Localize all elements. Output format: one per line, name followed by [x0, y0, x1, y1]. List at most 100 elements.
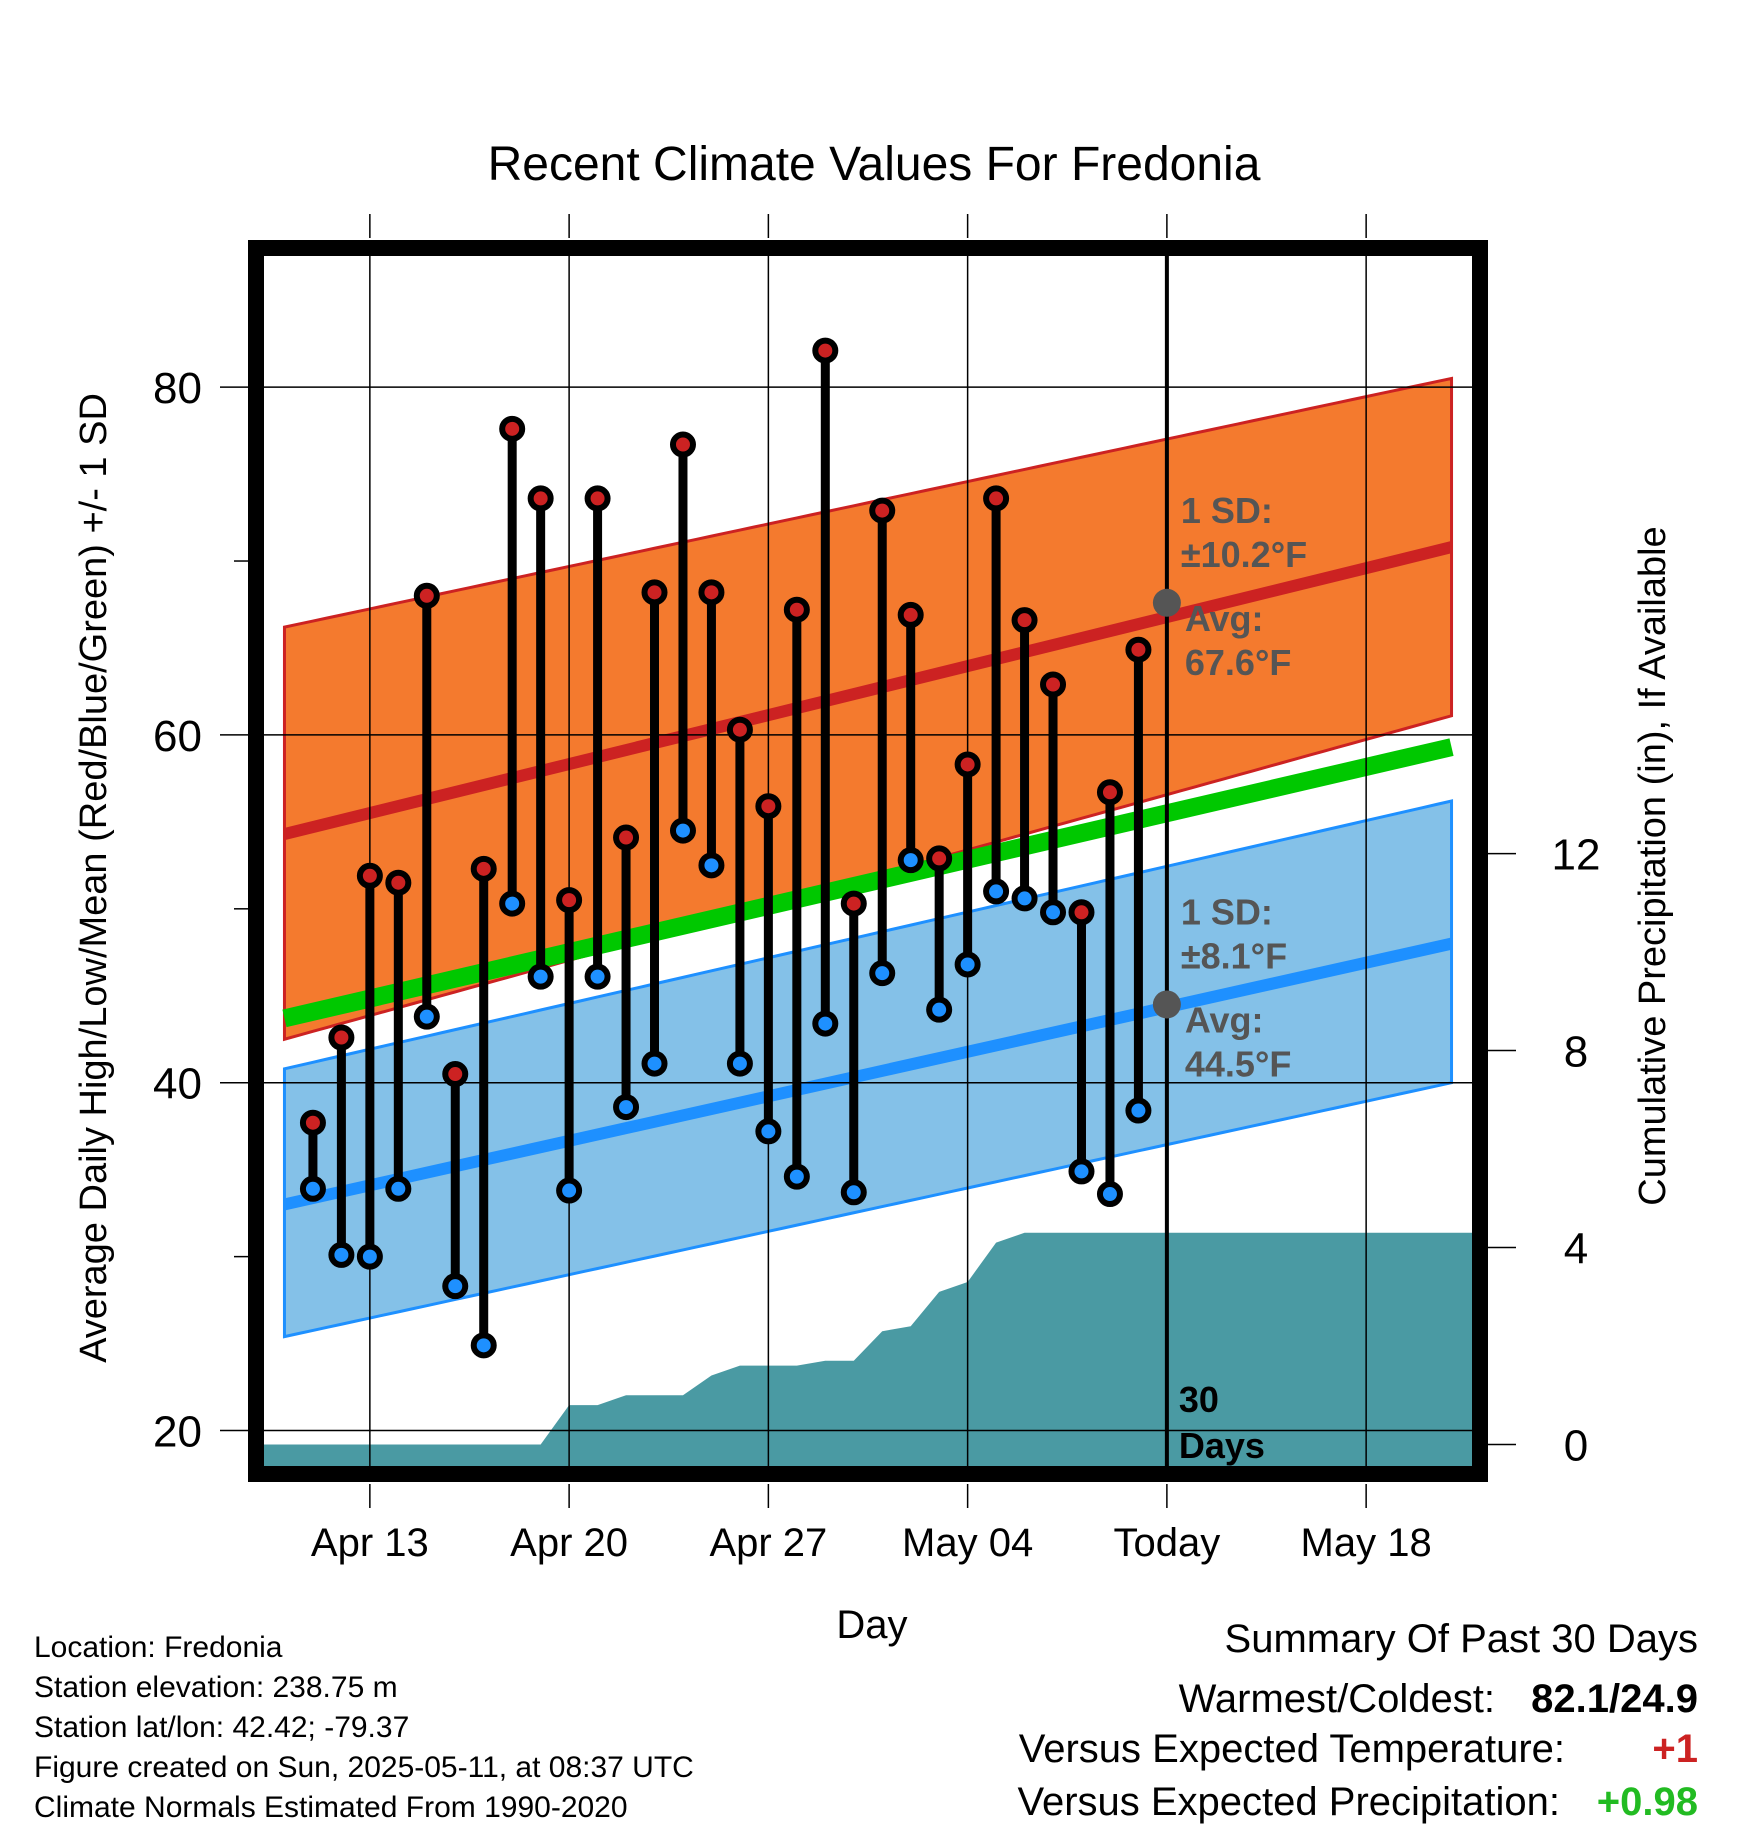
high-normal-mean-line [283, 541, 1453, 840]
daily-high-point [356, 862, 383, 889]
daily-high-point [385, 869, 412, 896]
daily-low-point [556, 1177, 583, 1204]
daily-high-point [926, 845, 953, 872]
daily-low-point [669, 817, 696, 844]
daily-low-point [584, 963, 611, 990]
daily-low-point [983, 878, 1010, 905]
daily-high-point [840, 890, 867, 917]
daily-high-point [698, 579, 725, 606]
daily-low-point [755, 1118, 782, 1145]
daily-low-point [1040, 899, 1067, 926]
summary-title: Summary Of Past 30 Days [1225, 1617, 1698, 1661]
daily-high-point [755, 793, 782, 820]
daily-high-point [983, 485, 1010, 512]
y-tick-label-left: 20 [153, 1408, 202, 1457]
low-avg-value: 44.5°F [1185, 1043, 1291, 1084]
y-tick-label-left: 40 [153, 1060, 202, 1109]
daily-low-point [641, 1050, 668, 1077]
info-created: Figure created on Sun, 2025-05-11, at 08… [34, 1751, 694, 1784]
daily-low-point [499, 890, 526, 917]
info-latlon: Station lat/lon: 42.42; -79.37 [34, 1711, 409, 1744]
high-avg-label: Avg: [1185, 598, 1264, 639]
summary-warm-cold-label: Warmest/Coldest: [1179, 1677, 1495, 1721]
daily-low-point [385, 1175, 412, 1202]
low-sd-label: 1 SD: [1181, 891, 1273, 932]
daily-high-point [897, 601, 924, 628]
daily-low-point [869, 960, 896, 987]
daily-low-point [1068, 1158, 1095, 1185]
summary-temp-value: +1 [1652, 1727, 1698, 1771]
low-normal-mean-line [283, 937, 1453, 1211]
high-sd-value: ±10.2°F [1181, 534, 1307, 575]
daily-high-point [527, 485, 554, 512]
daily-low-point [1125, 1097, 1152, 1124]
summary-block: Summary Of Past 30 Days Warmest/Coldest:… [1017, 1617, 1698, 1824]
daily-high-point [299, 1109, 326, 1136]
info-normals: Climate Normals Estimated From 1990-2020 [34, 1791, 628, 1824]
y-tick-label-left: 60 [153, 712, 202, 761]
daily-high-point [726, 716, 753, 743]
high-avg-marker [1152, 588, 1181, 617]
daily-high-point [1011, 607, 1038, 634]
daily-high-point [1125, 636, 1152, 663]
daily-high-point [328, 1024, 355, 1051]
mean-normal-line [282, 738, 1454, 1028]
daily-low-point [356, 1243, 383, 1270]
x-tick-label: Apr 27 [709, 1521, 827, 1565]
plot-frame [248, 240, 1488, 1482]
daily-low-point [926, 996, 953, 1023]
daily-high-point [783, 596, 810, 623]
daily-low-point [897, 847, 924, 874]
daily-high-point [442, 1061, 469, 1088]
daily-high-point [641, 579, 668, 606]
y-tick-label-right: 12 [1552, 831, 1601, 880]
low-sd-value: ±8.1°F [1181, 935, 1287, 976]
daily-high-point [613, 824, 640, 851]
daily-high-point [413, 582, 440, 609]
daily-low-point [1096, 1181, 1123, 1208]
daily-high-point [1040, 671, 1067, 698]
x-tick-label: Apr 20 [510, 1521, 628, 1565]
daily-low-point [299, 1175, 326, 1202]
summary-temp-label: Versus Expected Temperature: [1019, 1727, 1565, 1771]
x-tick-label: Apr 13 [311, 1521, 429, 1565]
daily-low-point [470, 1332, 497, 1359]
daily-high-point [499, 415, 526, 442]
x-tick-label: May 18 [1301, 1521, 1432, 1565]
daily-high-point [584, 485, 611, 512]
daily-low-point [840, 1179, 867, 1206]
daily-low-point [613, 1094, 640, 1121]
y-axis-label-left: Average Daily High/Low/Mean (Red/Blue/Gr… [73, 393, 115, 1363]
today-days-label-1: 30 [1179, 1379, 1219, 1420]
x-tick-label: Today [1114, 1521, 1221, 1565]
daily-low-point [527, 963, 554, 990]
summary-precip-label: Versus Expected Precipitation: [1017, 1780, 1560, 1824]
daily-low-point [783, 1163, 810, 1190]
info-location: Location: Fredonia [34, 1631, 283, 1664]
daily-high-point [812, 337, 839, 364]
y-tick-label-left: 80 [153, 364, 202, 413]
daily-low-point [812, 1010, 839, 1037]
daily-low-point [413, 1003, 440, 1030]
daily-high-point [1096, 779, 1123, 806]
y-tick-label-right: 4 [1564, 1225, 1588, 1274]
daily-high-point [470, 855, 497, 882]
y-tick-label-right: 8 [1564, 1028, 1588, 1077]
daily-high-point [869, 497, 896, 524]
axes: Apr 13 Apr 20 Apr 27 May 04 Today May 18 20 40 6… [153, 214, 1600, 1565]
daily-low-point [328, 1241, 355, 1268]
high-sd-label: 1 SD: [1181, 490, 1273, 531]
x-axis-label: Day [836, 1603, 907, 1647]
daily-high-point [954, 751, 981, 778]
x-tick-label: May 04 [902, 1521, 1033, 1565]
low-avg-marker [1152, 990, 1181, 1019]
high-avg-value: 67.6°F [1185, 642, 1291, 683]
daily-high-point [556, 887, 583, 914]
today-days-label-2: Days [1179, 1425, 1265, 1466]
summary-precip-value: +0.98 [1597, 1780, 1698, 1824]
daily-low-point [1011, 885, 1038, 912]
y-axis-label-right: Cumulative Precipitation (in), If Availa… [1632, 526, 1674, 1205]
daily-low-point [698, 852, 725, 879]
